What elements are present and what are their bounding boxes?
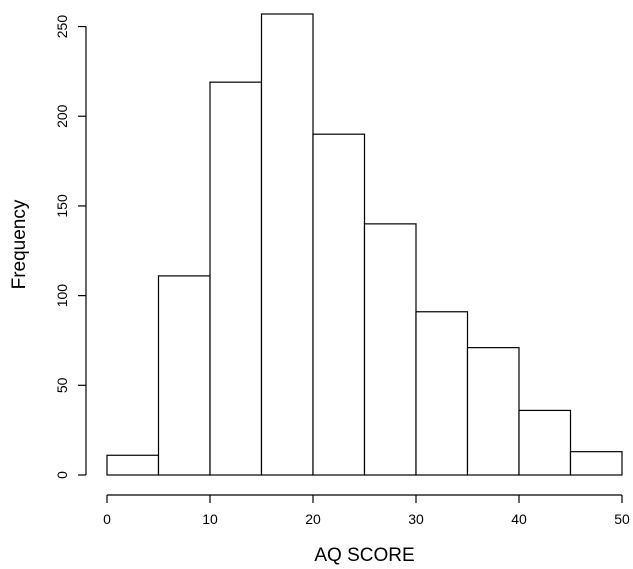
histogram-bar bbox=[209, 81, 263, 476]
x-tick-label: 20 bbox=[305, 511, 321, 527]
x-axis: 0 10 20 30 40 50 bbox=[103, 494, 630, 527]
histogram-bar bbox=[415, 311, 469, 476]
y-tick-label: 100 bbox=[54, 284, 70, 308]
x-tick-label: 50 bbox=[614, 511, 630, 527]
x-tick-label: 10 bbox=[202, 511, 218, 527]
y-tick-label: 250 bbox=[54, 15, 70, 39]
x-tick-label: 0 bbox=[103, 511, 111, 527]
histogram-bar bbox=[157, 275, 211, 476]
y-tick-label: 200 bbox=[54, 104, 70, 128]
y-axis-title: Frequency bbox=[9, 199, 30, 289]
histogram-bar bbox=[569, 451, 623, 476]
histogram-bars bbox=[106, 13, 623, 476]
y-tick-label: 50 bbox=[54, 377, 70, 393]
x-tick-label: 40 bbox=[511, 511, 527, 527]
histogram-bar bbox=[363, 223, 417, 476]
y-tick-label: 0 bbox=[54, 471, 70, 479]
histogram-bar bbox=[260, 13, 314, 476]
y-tick-label: 150 bbox=[54, 194, 70, 218]
x-axis-title: AQ SCORE bbox=[314, 545, 414, 566]
histogram-bar bbox=[106, 454, 160, 476]
x-tick-label: 30 bbox=[408, 511, 424, 527]
histogram-bar bbox=[466, 347, 520, 476]
y-axis: 0 50 100 150 200 250 bbox=[54, 15, 87, 479]
histogram-bar bbox=[312, 133, 366, 476]
histogram-bar bbox=[518, 409, 572, 476]
